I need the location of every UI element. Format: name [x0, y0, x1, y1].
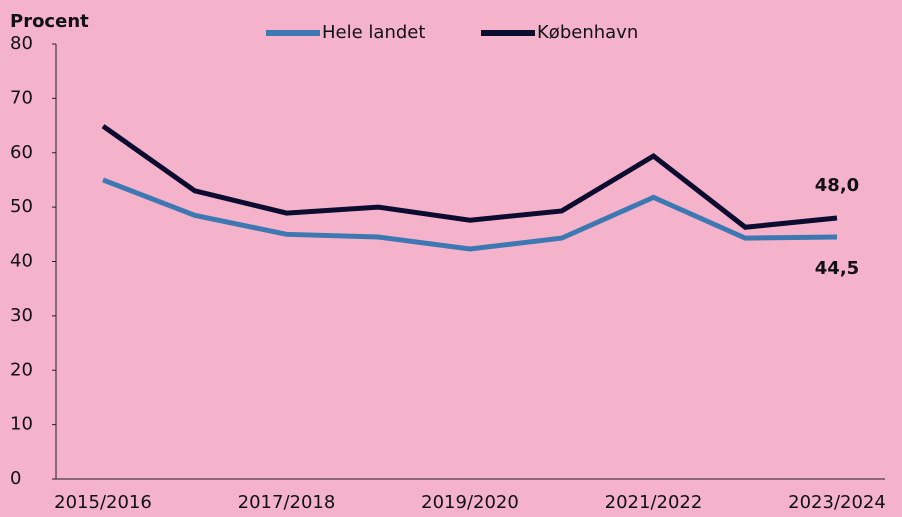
series-line — [102, 177, 838, 252]
y-tick-label: 60 — [10, 142, 33, 163]
y-tick-label: 10 — [10, 414, 33, 435]
y-tick-label: 40 — [10, 251, 33, 272]
data-label: 48,0 — [815, 175, 859, 196]
y-tick-label: 80 — [10, 33, 33, 54]
y-tick-label: 70 — [10, 87, 33, 108]
x-tick-label: 2019/2020 — [421, 492, 519, 513]
y-axis-label: Procent — [10, 11, 89, 32]
x-tick-label: 2017/2018 — [238, 492, 336, 513]
x-tick-label: 2021/2022 — [605, 492, 703, 513]
x-tick-label: 2015/2016 — [54, 492, 152, 513]
y-tick-label: 30 — [10, 305, 33, 326]
x-tick-label: 2023/2024 — [788, 492, 886, 513]
legend-label: Hele landet — [322, 22, 425, 43]
y-tick-label: 50 — [10, 196, 33, 217]
series-line — [101, 124, 838, 230]
data-label: 44,5 — [815, 258, 859, 279]
y-tick-label: 20 — [10, 359, 33, 380]
y-tick-label: 0 — [10, 468, 21, 489]
legend-label: København — [537, 22, 638, 43]
